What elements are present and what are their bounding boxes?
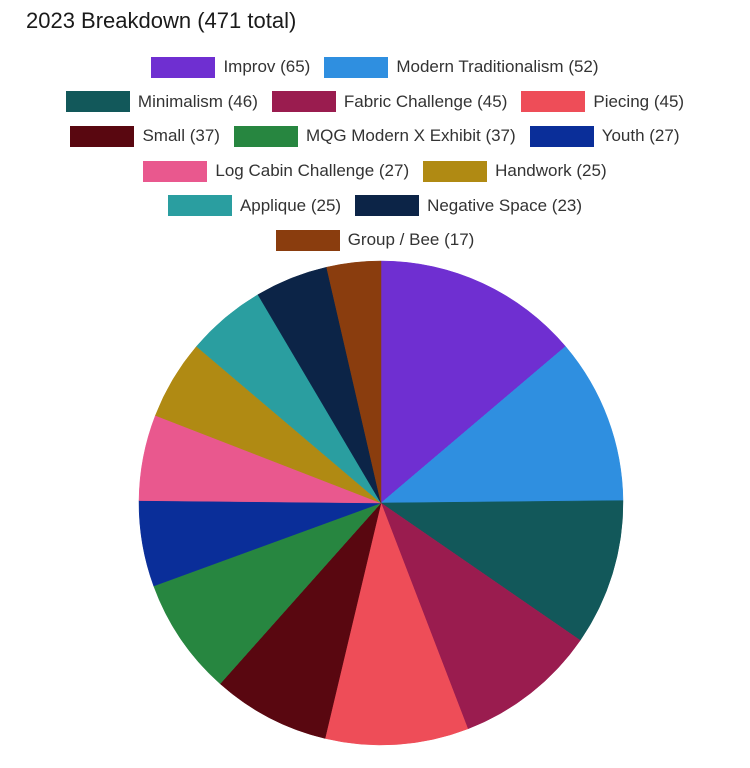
legend-label: Piecing (45) bbox=[593, 91, 685, 111]
legend-label: Applique (25) bbox=[239, 195, 342, 215]
legend-swatch bbox=[233, 125, 298, 147]
pie-slice bbox=[380, 500, 624, 641]
legend-row: Improv (65) Modern Traditionalism (52) bbox=[0, 50, 750, 85]
pie-slice bbox=[326, 260, 382, 504]
legend-swatch bbox=[423, 160, 488, 182]
pie-slice bbox=[324, 502, 469, 746]
pie-slice bbox=[153, 502, 382, 685]
legend-swatch bbox=[275, 229, 340, 251]
legend-item: Minimalism (46) bbox=[65, 91, 258, 113]
legend-row: Minimalism (46) Fabric Challenge (45) Piec… bbox=[0, 85, 750, 120]
legend-row: Applique (25) Negative Space (23) bbox=[0, 188, 750, 223]
pie-slice bbox=[380, 502, 581, 730]
legend-swatch bbox=[324, 56, 389, 78]
legend-item: Group / Bee (17) bbox=[275, 229, 475, 251]
legend-item: Fabric Challenge (45) bbox=[271, 91, 508, 113]
legend-label: Small (37) bbox=[142, 126, 220, 146]
legend-swatch bbox=[271, 91, 336, 113]
legend-item: Log Cabin Challenge (27) bbox=[143, 160, 410, 182]
legend-label: MQG Modern X Exhibit (37) bbox=[305, 126, 516, 146]
legend-swatch bbox=[65, 91, 130, 113]
legend-label: Handwork (25) bbox=[495, 161, 607, 181]
legend-item: Handwork (25) bbox=[423, 160, 607, 182]
legend-label: Group / Bee (17) bbox=[347, 230, 475, 250]
pie-slice bbox=[380, 346, 624, 504]
pie-slice bbox=[219, 502, 382, 739]
legend-item: Small (37) bbox=[70, 125, 220, 147]
legend-label: Log Cabin Challenge (27) bbox=[215, 161, 410, 181]
legend-swatch bbox=[521, 91, 586, 113]
legend-row: Group / Bee (17) bbox=[0, 223, 750, 258]
pie-slice bbox=[380, 260, 566, 504]
legend-swatch bbox=[529, 125, 594, 147]
legend-row: Small (37) MQG Modern X Exhibit (37) Youth… bbox=[0, 119, 750, 154]
legend-item: Youth (27) bbox=[529, 125, 680, 147]
legend-swatch bbox=[70, 125, 135, 147]
legend-row: Log Cabin Challenge (27) Handwork (25) bbox=[0, 154, 750, 189]
legend-swatch bbox=[151, 56, 216, 78]
legend-label: Improv (65) bbox=[223, 57, 311, 77]
legend-label: Youth (27) bbox=[601, 126, 680, 146]
legend: Improv (65) Modern Traditionalism (52) Min… bbox=[0, 50, 750, 258]
legend-swatch bbox=[167, 195, 232, 217]
chart-title: 2023 Breakdown (471 total) bbox=[26, 8, 297, 33]
legend-item: Negative Space (23) bbox=[355, 195, 583, 217]
legend-swatch bbox=[143, 160, 208, 182]
legend-item: Modern Traditionalism (52) bbox=[324, 56, 599, 78]
legend-label: Modern Traditionalism (52) bbox=[396, 57, 599, 77]
legend-item: Applique (25) bbox=[167, 195, 342, 217]
legend-item: Improv (65) bbox=[151, 56, 311, 78]
legend-label: Fabric Challenge (45) bbox=[343, 91, 508, 111]
legend-item: Piecing (45) bbox=[521, 91, 685, 113]
legend-swatch bbox=[355, 195, 420, 217]
legend-item: MQG Modern X Exhibit (37) bbox=[233, 125, 516, 147]
legend-label: Minimalism (46) bbox=[137, 91, 258, 111]
legend-label: Negative Space (23) bbox=[427, 195, 583, 215]
